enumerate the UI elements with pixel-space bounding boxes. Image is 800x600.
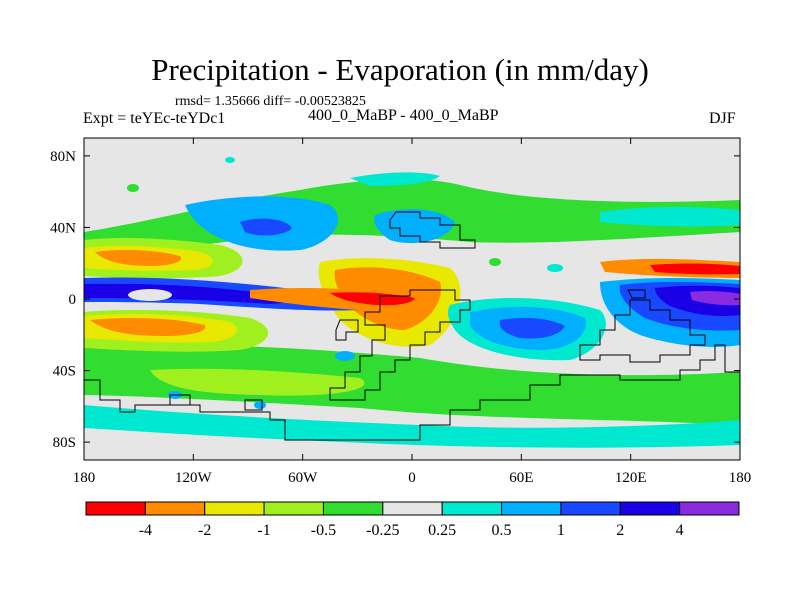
field-patch: [489, 258, 501, 266]
x-tick-label: 120W: [175, 470, 213, 486]
x-tick-label: 60E: [509, 470, 533, 486]
colorbar-label: 4: [676, 522, 684, 539]
coastline: [244, 399, 263, 411]
x-tick-label: 60W: [288, 470, 318, 486]
colorbar-label: 2: [616, 522, 624, 539]
colorbar-label: 1: [557, 522, 565, 539]
field-band: [350, 172, 440, 186]
field-patch: [225, 157, 235, 163]
field-patch: [127, 184, 139, 192]
colorbar-swatch: [619, 501, 681, 516]
y-axis: 80N 40N 0 40S 80S: [50, 149, 740, 451]
coastline: [579, 299, 706, 363]
colorbar-label: 0.5: [492, 522, 512, 539]
colorbar-swatch: [441, 501, 503, 516]
colorbar-label: -0.5: [311, 522, 336, 539]
field-band: [150, 368, 365, 396]
stats-text: rmsd= 1.35666 diff= -0.00523825: [175, 94, 366, 109]
field-patch: [335, 351, 355, 361]
field-band: [330, 292, 415, 306]
colorbar-label: -0.25: [366, 522, 399, 539]
colorbar: -4 -2 -1 -0.5 -0.25 0.25 0.5 1 2 4: [85, 501, 740, 539]
colorbar-label: 0.25: [428, 522, 456, 539]
field-band: [84, 405, 740, 448]
field-band: [84, 345, 740, 425]
x-axis: 180 120W 60W 0 60E 120E 180: [73, 138, 752, 486]
field-patch: [254, 401, 266, 409]
y-tick-label: 40N: [50, 220, 76, 236]
field-shading: [84, 157, 740, 448]
map-title: Precipitation - Evaporation (in mm/day): [151, 52, 649, 87]
y-tick-label: 80S: [53, 435, 76, 451]
coastline: [169, 394, 191, 406]
x-tick-label: 120E: [615, 470, 647, 486]
field-band: [499, 318, 565, 339]
field-band: [650, 263, 740, 275]
colorbar-swatch: [382, 501, 443, 516]
field-band: [90, 317, 206, 336]
colorbar-label: -1: [257, 522, 270, 539]
field-band: [84, 283, 293, 304]
colorbar-swatch: [85, 501, 146, 516]
x-tick-label: 180: [729, 470, 752, 486]
field-band: [600, 206, 740, 227]
colorbar-label: -4: [139, 522, 152, 539]
colorbar-swatch: [560, 501, 621, 516]
colorbar-swatch: [204, 501, 265, 516]
colorbar-swatch: [679, 501, 740, 516]
coastline: [84, 344, 740, 441]
coastline: [329, 289, 471, 401]
field-band: [128, 289, 172, 301]
field-band: [690, 291, 740, 306]
field-band: [95, 249, 181, 266]
field-band: [240, 218, 292, 236]
colorbar-swatch: [263, 501, 324, 516]
field-patch: [104, 368, 116, 376]
field-patch: [547, 264, 563, 272]
colorbar-label: -2: [198, 522, 211, 539]
coastline: [389, 211, 476, 249]
x-tick-label: 0: [408, 470, 416, 486]
season-label: DJF: [709, 110, 736, 127]
experiment-label: Expt = teYEc-teYDc1: [83, 110, 226, 127]
case-label: 400_0_MaBP - 400_0_MaBP: [308, 107, 499, 124]
coastline: [335, 319, 359, 341]
coastline: [627, 289, 646, 299]
y-tick-label: 0: [69, 292, 77, 308]
colorbar-swatch: [501, 501, 562, 516]
y-tick-label: 80N: [50, 149, 76, 165]
y-tick-label: 40S: [53, 364, 76, 380]
coastlines: [84, 211, 740, 441]
colorbar-swatch: [322, 501, 384, 516]
x-tick-label: 180: [73, 470, 96, 486]
colorbar-swatch: [144, 501, 206, 516]
